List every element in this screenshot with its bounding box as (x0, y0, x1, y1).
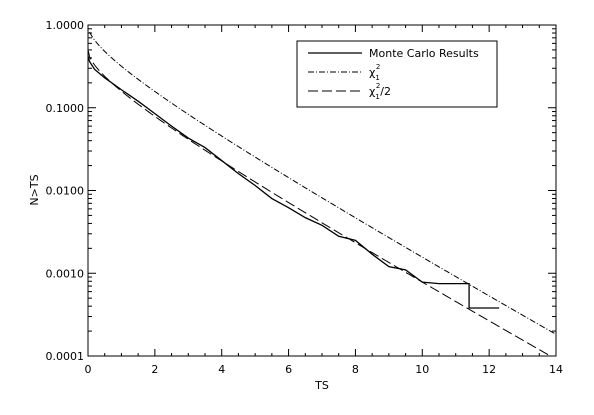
y-tick-label: 0.0100 (46, 185, 85, 198)
x-tick-label: 0 (85, 363, 92, 376)
legend-box (296, 40, 498, 108)
y-axis-title: N>TS (28, 174, 41, 205)
x-tick-label: 4 (218, 363, 225, 376)
legend: Monte Carlo Results χ12 χ12/2 (296, 40, 498, 108)
x-tick-label: 8 (352, 363, 359, 376)
x-tick-label: 14 (549, 363, 563, 376)
x-tick-label: 10 (415, 363, 429, 376)
series-layer (87, 31, 557, 356)
x-tick-label: 12 (482, 363, 496, 376)
legend-label-monte-carlo: Monte Carlo Results (369, 47, 479, 60)
y-axis-ticks: 0.0001 0.0010 0.0100 0.1000 1.0000 (46, 19, 556, 363)
legend-label-chi2-half: χ12/2 (369, 82, 391, 101)
y-tick-label: 0.0010 (46, 267, 85, 280)
x-axis-ticks: 0 2 4 6 8 10 12 14 (85, 25, 563, 376)
series-line-2 (87, 49, 550, 356)
y-tick-label: 0.0001 (46, 350, 85, 363)
x-tick-label: 2 (151, 363, 158, 376)
series-line-1 (89, 31, 557, 335)
y-tick-label: 1.0000 (46, 19, 85, 32)
x-axis-title: TS (314, 379, 329, 392)
x-tick-label: 6 (285, 363, 292, 376)
legend-label-chi2: χ12 (369, 63, 380, 82)
series-line-0 (87, 55, 500, 309)
y-tick-label: 0.1000 (46, 102, 85, 115)
